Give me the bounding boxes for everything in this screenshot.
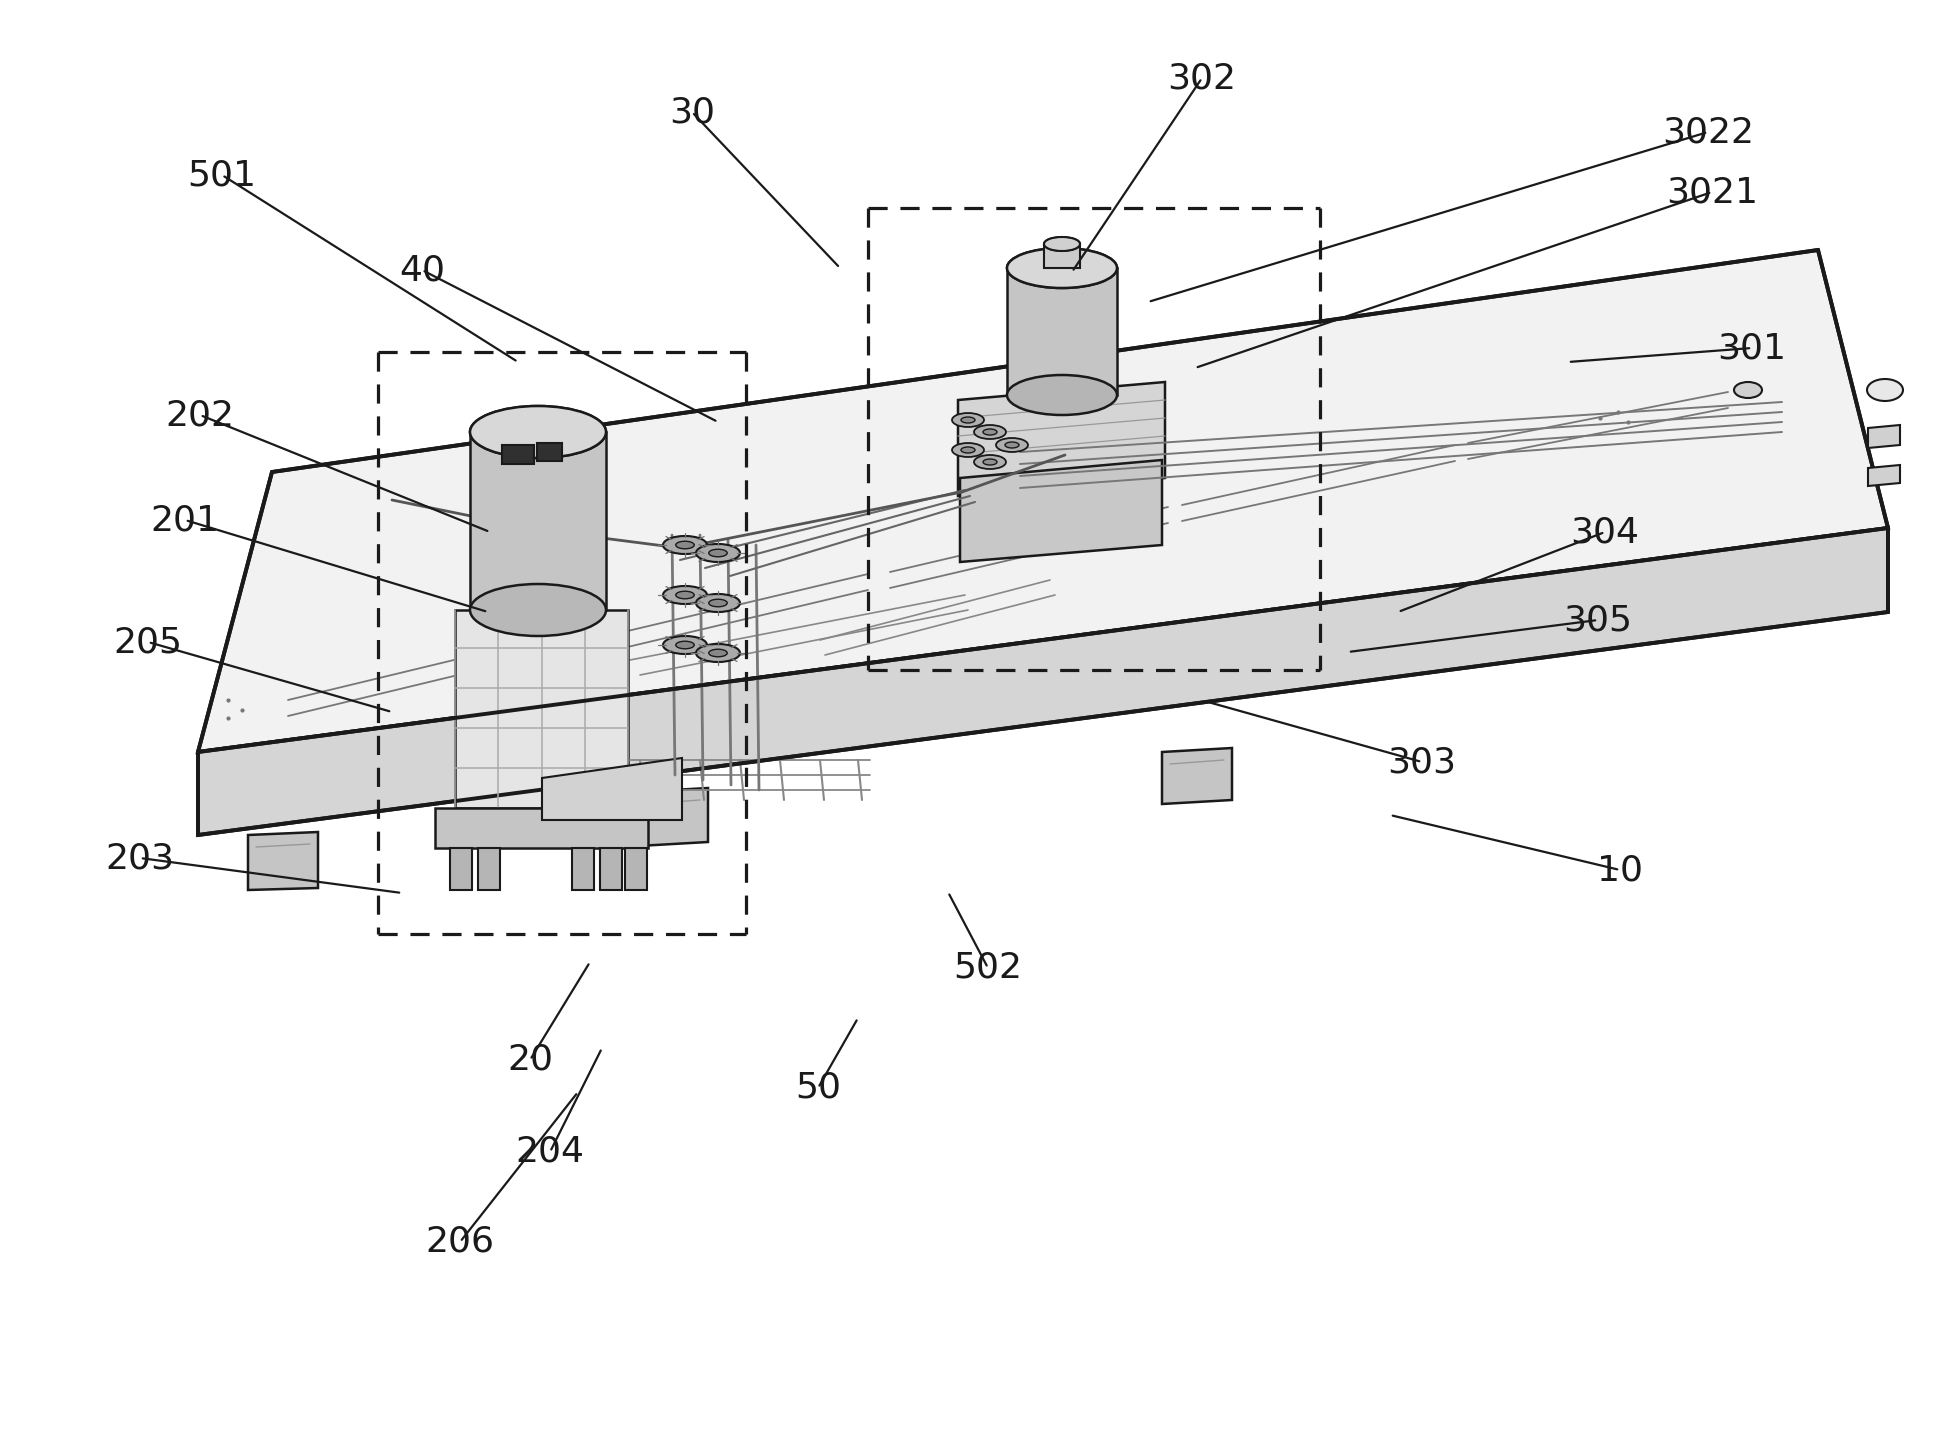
Ellipse shape — [982, 459, 996, 465]
Text: 206: 206 — [425, 1225, 495, 1259]
Text: 305: 305 — [1564, 603, 1632, 636]
Text: 302: 302 — [1166, 60, 1237, 95]
Polygon shape — [249, 832, 317, 890]
Polygon shape — [1867, 425, 1898, 448]
Ellipse shape — [996, 438, 1027, 452]
Polygon shape — [1867, 465, 1898, 487]
Polygon shape — [571, 848, 593, 890]
Polygon shape — [599, 848, 622, 890]
Polygon shape — [638, 788, 708, 847]
Text: 204: 204 — [515, 1135, 585, 1169]
Ellipse shape — [1004, 442, 1018, 448]
Text: 50: 50 — [795, 1071, 842, 1104]
Text: 201: 201 — [151, 503, 219, 537]
Text: 304: 304 — [1570, 516, 1638, 549]
Polygon shape — [198, 528, 1887, 835]
Ellipse shape — [470, 406, 605, 458]
Ellipse shape — [1006, 248, 1115, 288]
Text: 3022: 3022 — [1661, 115, 1753, 148]
Ellipse shape — [1043, 238, 1080, 251]
Polygon shape — [450, 848, 472, 890]
Ellipse shape — [470, 585, 605, 636]
Ellipse shape — [1006, 248, 1115, 288]
Polygon shape — [542, 757, 681, 819]
Text: 30: 30 — [669, 95, 714, 130]
Polygon shape — [501, 445, 534, 464]
Text: 205: 205 — [114, 625, 182, 660]
Ellipse shape — [951, 444, 984, 456]
Polygon shape — [198, 251, 1887, 752]
Ellipse shape — [1867, 379, 1902, 400]
Text: 3021: 3021 — [1665, 176, 1757, 209]
Ellipse shape — [675, 641, 695, 649]
Ellipse shape — [663, 536, 706, 554]
Ellipse shape — [982, 429, 996, 435]
Ellipse shape — [1734, 382, 1761, 397]
Ellipse shape — [973, 425, 1006, 439]
Ellipse shape — [695, 595, 740, 612]
Polygon shape — [957, 382, 1164, 495]
Ellipse shape — [961, 446, 975, 454]
Polygon shape — [1043, 243, 1080, 268]
Polygon shape — [470, 432, 605, 611]
Ellipse shape — [663, 586, 706, 603]
Polygon shape — [959, 459, 1161, 562]
Ellipse shape — [470, 406, 605, 458]
Text: 40: 40 — [399, 253, 444, 287]
Text: 301: 301 — [1716, 331, 1785, 364]
Ellipse shape — [961, 418, 975, 423]
Text: 10: 10 — [1597, 852, 1642, 887]
Ellipse shape — [663, 636, 706, 654]
Text: 202: 202 — [166, 397, 235, 432]
Ellipse shape — [708, 649, 726, 657]
Text: 203: 203 — [106, 841, 174, 876]
Ellipse shape — [1043, 238, 1080, 251]
Ellipse shape — [708, 549, 726, 557]
Polygon shape — [624, 848, 646, 890]
Ellipse shape — [1006, 374, 1115, 415]
Text: 303: 303 — [1388, 744, 1456, 779]
Polygon shape — [1161, 747, 1231, 804]
Ellipse shape — [973, 455, 1006, 469]
Polygon shape — [1006, 268, 1115, 395]
Ellipse shape — [695, 644, 740, 662]
Polygon shape — [454, 611, 628, 808]
Polygon shape — [478, 848, 499, 890]
Text: 501: 501 — [188, 158, 256, 192]
Ellipse shape — [708, 599, 726, 606]
Polygon shape — [434, 808, 648, 848]
Ellipse shape — [675, 541, 695, 549]
Ellipse shape — [675, 592, 695, 599]
Text: 20: 20 — [507, 1043, 552, 1077]
Ellipse shape — [951, 413, 984, 428]
Text: 502: 502 — [953, 950, 1022, 985]
Polygon shape — [536, 444, 562, 461]
Ellipse shape — [695, 544, 740, 562]
